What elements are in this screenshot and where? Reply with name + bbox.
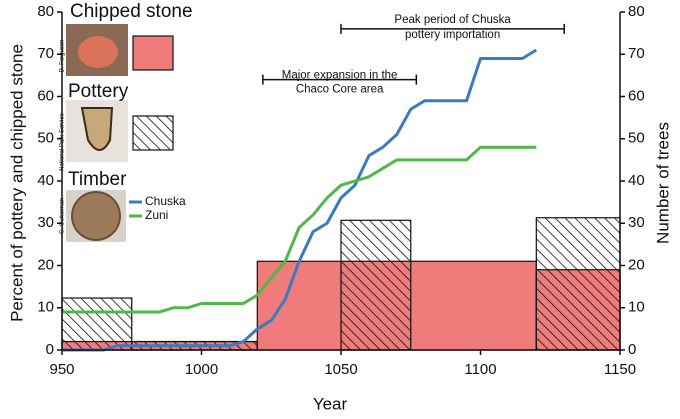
x-tick-label: 1050 — [324, 361, 357, 378]
x-tick-label: 1150 — [604, 361, 636, 378]
y-tick-label: 10 — [37, 299, 54, 316]
lines — [62, 48, 538, 352]
annotation-text: Peak period of Chuska — [394, 14, 511, 26]
y-tick-label: 70 — [37, 45, 54, 62]
y2-tick-label: 70 — [628, 45, 645, 62]
x-tick-label: 1000 — [185, 361, 218, 378]
y-tick-label: 50 — [37, 130, 54, 147]
bars — [61, 217, 621, 351]
y-tick-label: 60 — [37, 87, 54, 104]
photo-credit: National Park Service — [60, 112, 66, 170]
y-tick-label: 0 — [46, 341, 54, 358]
bar — [340, 219, 412, 351]
legend: Chipped stone D. Ferguson Pottery National … — [60, 1, 193, 242]
legend-label: Zuni — [145, 208, 168, 222]
legend-label: Chuska — [145, 194, 186, 208]
annotation-text: Major expansion in the — [282, 70, 398, 82]
y2-tick-label: 0 — [628, 341, 636, 358]
x-tick-label: 1100 — [464, 361, 496, 378]
bar — [535, 217, 621, 351]
y2-tick-label: 50 — [628, 130, 645, 147]
y-axis-title: Percent of pottery and chipped stone — [7, 44, 26, 322]
photo-credit: D. Ferguson — [60, 39, 66, 72]
photo-detail — [78, 36, 118, 68]
y-tick-label: 30 — [37, 214, 54, 231]
photo-detail — [80, 107, 114, 151]
photo-credit: C. Guiterman — [60, 198, 66, 234]
y2-tick-label: 80 — [628, 3, 645, 20]
y2-tick-label: 20 — [628, 256, 645, 273]
y2-axis-title: Number of trees — [653, 122, 672, 244]
bar — [61, 297, 133, 351]
annotation-bracket — [340, 23, 565, 34]
y2-tick-label: 30 — [628, 214, 645, 231]
line — [62, 145, 537, 314]
y2-tick-label: 10 — [628, 299, 645, 316]
legend-label: Chipped stone — [70, 1, 193, 22]
x-axis-title: Year — [313, 394, 348, 413]
y2-tick-label: 40 — [628, 172, 645, 189]
annotation-text: Chaco Core area — [296, 84, 384, 96]
legend-label: Timber — [68, 169, 127, 190]
y-tick-label: 40 — [37, 172, 54, 189]
y-tick-label: 20 — [37, 256, 54, 273]
legend-swatch — [132, 35, 174, 71]
y2-tick-label: 60 — [628, 87, 645, 104]
axes: 950 1000 1050 1100 1150 0 10 20 30 40 50 60 70 80 0 10 2… — [37, 3, 644, 378]
legend-swatch — [132, 115, 174, 151]
legend-label: Pottery — [68, 81, 129, 102]
y-tick-label: 80 — [37, 3, 54, 20]
annotation-text: pottery importation — [405, 29, 500, 41]
x-tick-label: 950 — [49, 361, 74, 378]
line — [62, 48, 538, 352]
annotation-bracket — [262, 74, 418, 85]
photo-detail — [71, 191, 121, 241]
